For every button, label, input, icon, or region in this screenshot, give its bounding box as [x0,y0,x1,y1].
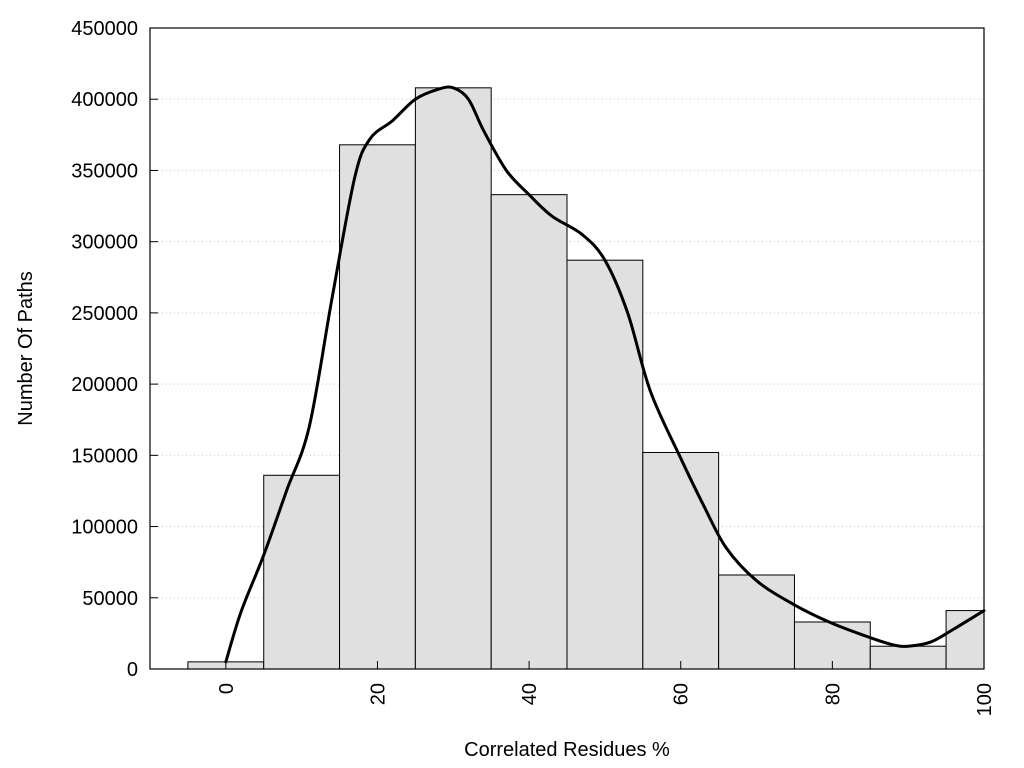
y-axis-ticks: 0 50000 100000 150000 200000 250000 300000 3500… [71,18,158,681]
histogram-bar [566,259,644,670]
histogram-bar [945,610,985,670]
x-tick-label: 100 [974,683,996,716]
y-tick-label: 200000 [71,374,138,396]
y-tick-label: 450000 [71,18,138,40]
plot-frame [149,27,985,670]
x-tick-label: 40 [519,683,541,705]
density-curve-line [224,85,986,664]
y-tick-label: 300000 [71,232,138,254]
x-axis-label: Correlated Residues % [464,739,670,761]
histogram-bar [339,144,416,670]
y-tick-label: 50000 [82,588,138,610]
x-tick-label: 60 [671,683,693,705]
y-tick-label: 250000 [71,303,138,325]
x-axis-ticks: 0 20 40 60 80 100 [216,661,996,716]
x-tick-label: 20 [367,683,389,705]
x-tick-label: 80 [822,683,844,705]
histogram-bar [869,645,947,670]
y-axis-label: Number Of Paths [15,271,37,426]
bars [187,87,985,670]
histogram-bar [718,574,795,670]
histogram-bar [414,87,492,670]
histogram-bar [263,474,341,670]
y-tick-label: 350000 [71,160,138,182]
y-tick-label: 100000 [71,517,138,539]
density-curve [224,85,986,664]
histogram-bar [642,451,720,670]
histogram-bar [490,194,568,670]
y-tick-label: 150000 [71,445,138,467]
x-tick-label: 0 [216,683,238,694]
y-tick-label: 0 [127,659,138,681]
y-tick-label: 400000 [71,89,138,111]
